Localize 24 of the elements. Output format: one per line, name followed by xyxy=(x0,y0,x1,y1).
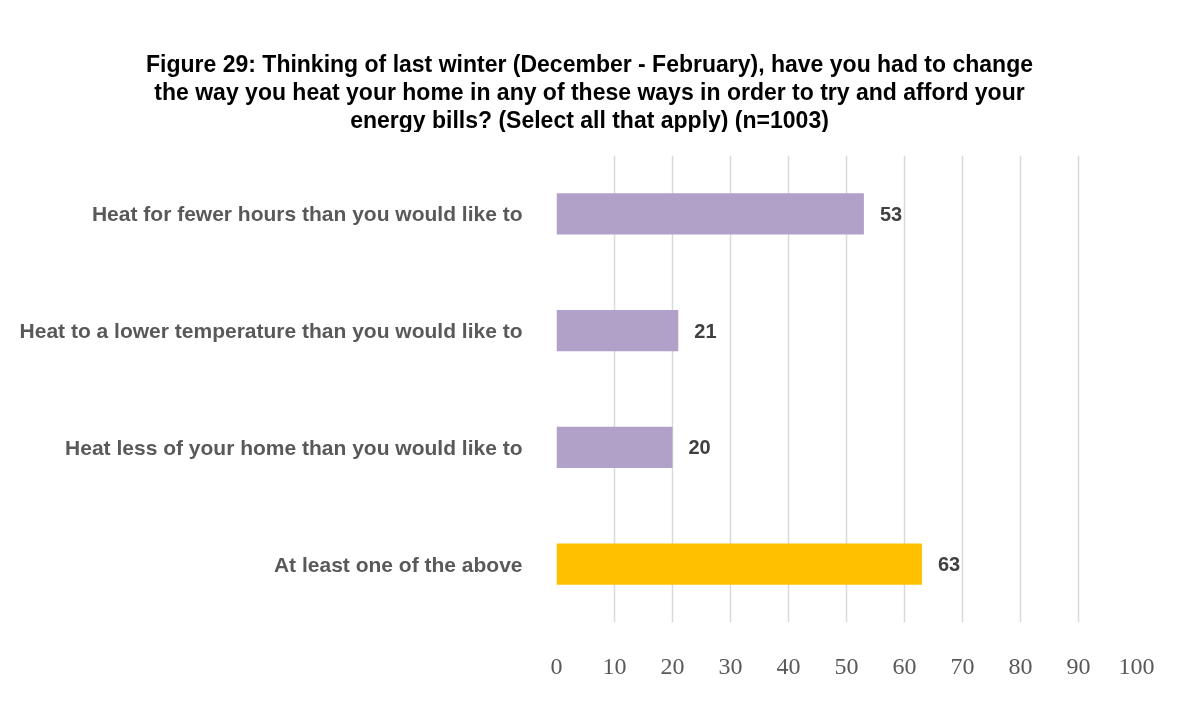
bar xyxy=(556,309,679,352)
y-tick-label: Heat less of your home than you would like to xyxy=(65,435,523,459)
data-label: 21 xyxy=(694,319,717,342)
x-tick-label: 30 xyxy=(718,652,743,679)
x-tick-label: 90 xyxy=(1066,652,1091,679)
x-tick-label: 20 xyxy=(660,652,685,679)
data-label: 63 xyxy=(937,553,961,576)
y-tick-label: Heat to a lower temperature than you would like to xyxy=(19,319,523,343)
x-tick-label: 70 xyxy=(950,652,975,679)
data-label: 20 xyxy=(688,436,711,459)
y-tick-label: At least one of the above xyxy=(273,552,523,576)
chart-title: Figure 29: Thinking of last winter (December - February), have you had to change the way you heat your home in any of these ways in order to try and afford your energy bills? (Select all that apply) (n=1003) xyxy=(146,50,1033,133)
bar xyxy=(556,426,673,469)
bar xyxy=(556,193,864,235)
x-tick-label: 80 xyxy=(1008,652,1033,679)
data-label: 53 xyxy=(879,202,903,225)
x-tick-label: 50 xyxy=(834,652,859,679)
x-tick-label: 100 xyxy=(1118,652,1155,679)
x-tick-label: 10 xyxy=(602,652,627,679)
x-tick-label: 0 xyxy=(550,652,563,679)
y-tick-label: Heat for fewer hours than you would like to xyxy=(91,202,523,226)
bar xyxy=(556,543,922,585)
x-tick-label: 60 xyxy=(892,652,917,679)
x-tick-label: 40 xyxy=(776,652,801,679)
